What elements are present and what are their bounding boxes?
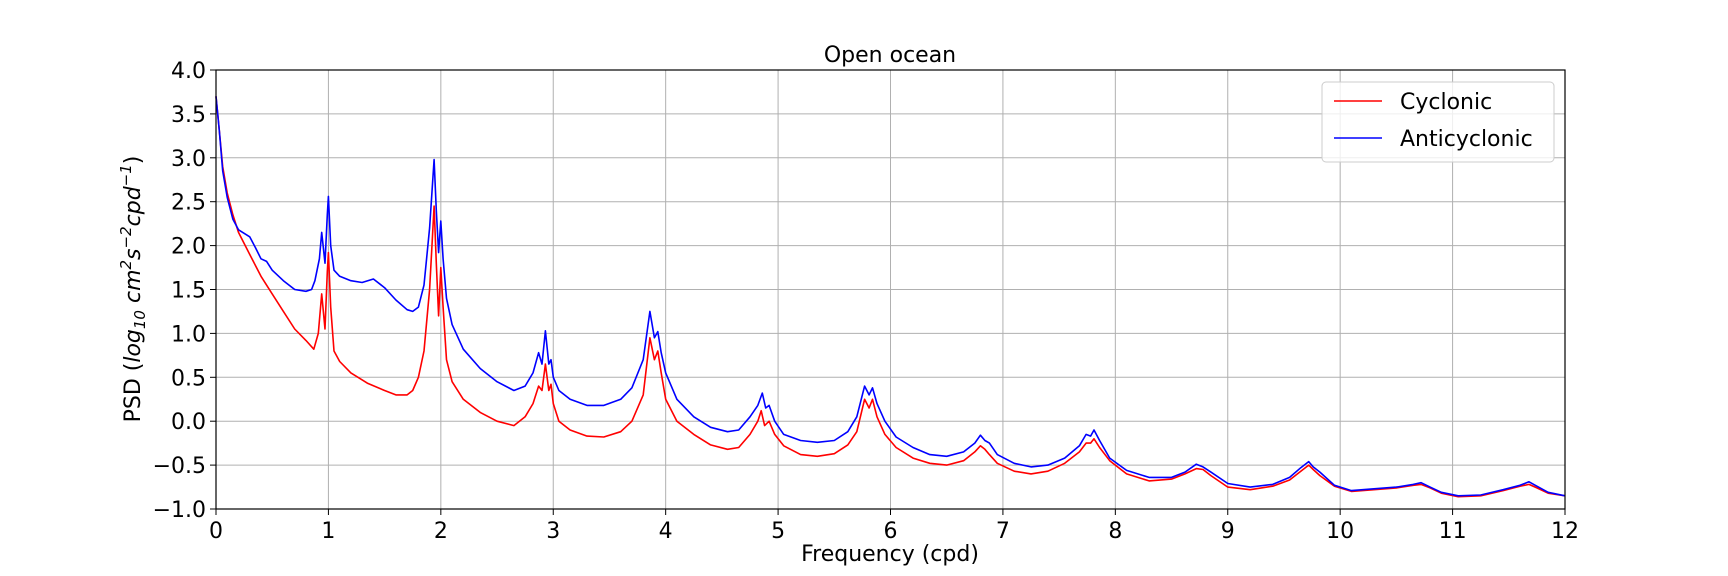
- x-tick-label: 10: [1326, 519, 1354, 544]
- y-axis-title: PSD (log10 cm2s−2cpd−1): [117, 156, 149, 423]
- legend: Cyclonic Anticyclonic: [1321, 81, 1555, 163]
- y-tick-label: 2.5: [171, 191, 206, 216]
- legend-label-cyclonic: Cyclonic: [1400, 90, 1492, 115]
- x-tick-label: 5: [771, 519, 785, 544]
- series-line-anticyclonic: [215, 96, 1566, 497]
- x-tick-label: 7: [996, 519, 1010, 544]
- y-tick-label: −1.0: [153, 498, 206, 523]
- series-lines: [215, 96, 1566, 498]
- y-tick-label: 0.5: [171, 366, 206, 391]
- y-tick-label: 1.5: [171, 279, 206, 304]
- y-tick-label: −0.5: [153, 454, 206, 479]
- legend-label-anticyclonic: Anticyclonic: [1400, 127, 1533, 152]
- y-tick-label: 3.5: [171, 103, 206, 128]
- x-tick-label: 8: [1108, 519, 1122, 544]
- y-tick-label: 1.0: [171, 322, 206, 347]
- x-tick-label: 0: [209, 519, 223, 544]
- series-line-cyclonic: [215, 96, 1566, 498]
- y-tick-label: 3.0: [171, 147, 206, 172]
- y-tick-label: 2.0: [171, 235, 206, 260]
- y-tick-label: 0.0: [171, 410, 206, 435]
- chart-title: Open ocean: [824, 43, 956, 68]
- x-tick-label: 4: [659, 519, 673, 544]
- x-tick-label: 6: [884, 519, 898, 544]
- x-tick-label: 2: [434, 519, 448, 544]
- x-axis-ticks: 0 1 2 3 4 5 6 7 8 9 10 11 12: [209, 509, 1579, 544]
- x-tick-label: 1: [321, 519, 335, 544]
- legend-box: [1321, 81, 1555, 163]
- x-axis-title: Frequency (cpd): [801, 542, 979, 567]
- x-tick-label: 11: [1439, 519, 1467, 544]
- x-tick-label: 3: [546, 519, 560, 544]
- x-tick-label: 12: [1551, 519, 1579, 544]
- x-tick-label: 9: [1221, 519, 1235, 544]
- y-tick-label: 4.0: [171, 59, 206, 84]
- y-axis-ticks: −1.0 −0.5 0.0 0.5 1.0 1.5 2.0 2.5 3.0 3.5 4.0: [153, 59, 216, 523]
